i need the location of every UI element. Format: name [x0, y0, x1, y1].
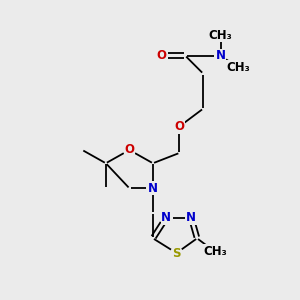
Text: O: O [157, 49, 167, 62]
Text: N: N [148, 182, 158, 195]
Text: O: O [174, 120, 184, 133]
Text: N: N [216, 49, 226, 62]
Text: S: S [172, 247, 181, 260]
Text: CH₃: CH₃ [203, 245, 227, 258]
Text: N: N [161, 211, 171, 224]
Text: N: N [186, 211, 196, 224]
Text: CH₃: CH₃ [226, 61, 250, 74]
Text: CH₃: CH₃ [209, 29, 232, 42]
Text: O: O [124, 143, 134, 157]
